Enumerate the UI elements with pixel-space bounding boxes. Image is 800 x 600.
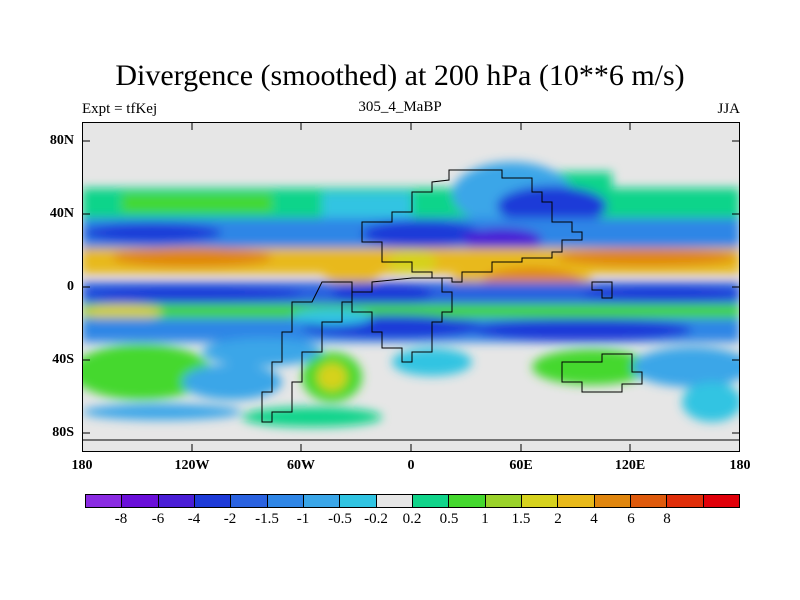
run-label: 305_4_MaBP [358,99,442,115]
colorbar-label: -6 [151,511,165,527]
colorbar-label: 2 [554,511,562,527]
colorbar-swatch [449,495,486,507]
island-outline [591,281,613,299]
colorbar-swatch [412,495,450,507]
lat-tick-label: 80N [49,133,74,148]
colorbar-label: -1.5 [255,511,279,527]
colorbar-swatch [594,495,631,507]
lon-tick-label: 60E [509,458,533,473]
australia-outline [561,353,643,393]
colorbar-label: 8 [663,511,671,527]
colorbar-label: 0.2 [402,511,422,527]
colorbar-label: 6 [627,511,635,527]
lon-tick-label: 60W [287,458,315,473]
colorbar-swatch [267,495,304,507]
colorbar-label: -2 [223,511,237,527]
colorbar-swatch [667,495,704,507]
colorbar-swatch [521,495,559,507]
season-label: JJA [717,101,740,117]
divergence-field [82,162,740,427]
colorbar-swatch [122,495,159,507]
south-america-outline [261,281,353,423]
lon-tick-label: 0 [407,458,415,473]
lat-tick-label: 0 [67,279,74,294]
colorbar-label: -0.2 [364,511,388,527]
colorbar-swatch [158,495,195,507]
continent-outlines [82,169,740,441]
divergence-map [82,122,740,452]
eurasia-outline [361,169,583,283]
colorbar-label: -1 [296,511,310,527]
colorbar-swatch [231,495,268,507]
colorbar-label: 1.5 [511,511,531,527]
lat-tick-label: 40N [49,206,74,221]
expt-label: Expt = tfKej [82,101,158,117]
lon-tick-label: 120W [174,458,210,473]
colorbar-label: -0.5 [328,511,352,527]
lon-tick-label: 120E [614,458,646,473]
lat-tick-label: 40S [52,352,74,367]
colorbar-label: 4 [590,511,598,527]
colorbar-label: -4 [187,511,201,527]
lat-tick-label: 80S [52,425,74,440]
colorbar-swatch [630,495,668,507]
colorbar-label: 0.5 [439,511,459,527]
axis-ticks [82,122,740,452]
colorbar-swatch [340,495,377,507]
colorbar-label: -8 [114,511,128,527]
colorbar-swatch [485,495,522,507]
colorbar [85,494,740,508]
map-title: Divergence (smoothed) at 200 hPa (10**6 … [115,59,685,92]
lon-tick-label: 180 [729,458,751,473]
colorbar-swatch [376,495,413,507]
colorbar-swatch [303,495,341,507]
colorbar-swatch [703,495,739,507]
colorbar-swatch [558,495,595,507]
colorbar-swatch [86,495,123,507]
colorbar-swatch [194,495,232,507]
colorbar-label: 1 [481,511,489,527]
lon-tick-label: 180 [71,458,93,473]
